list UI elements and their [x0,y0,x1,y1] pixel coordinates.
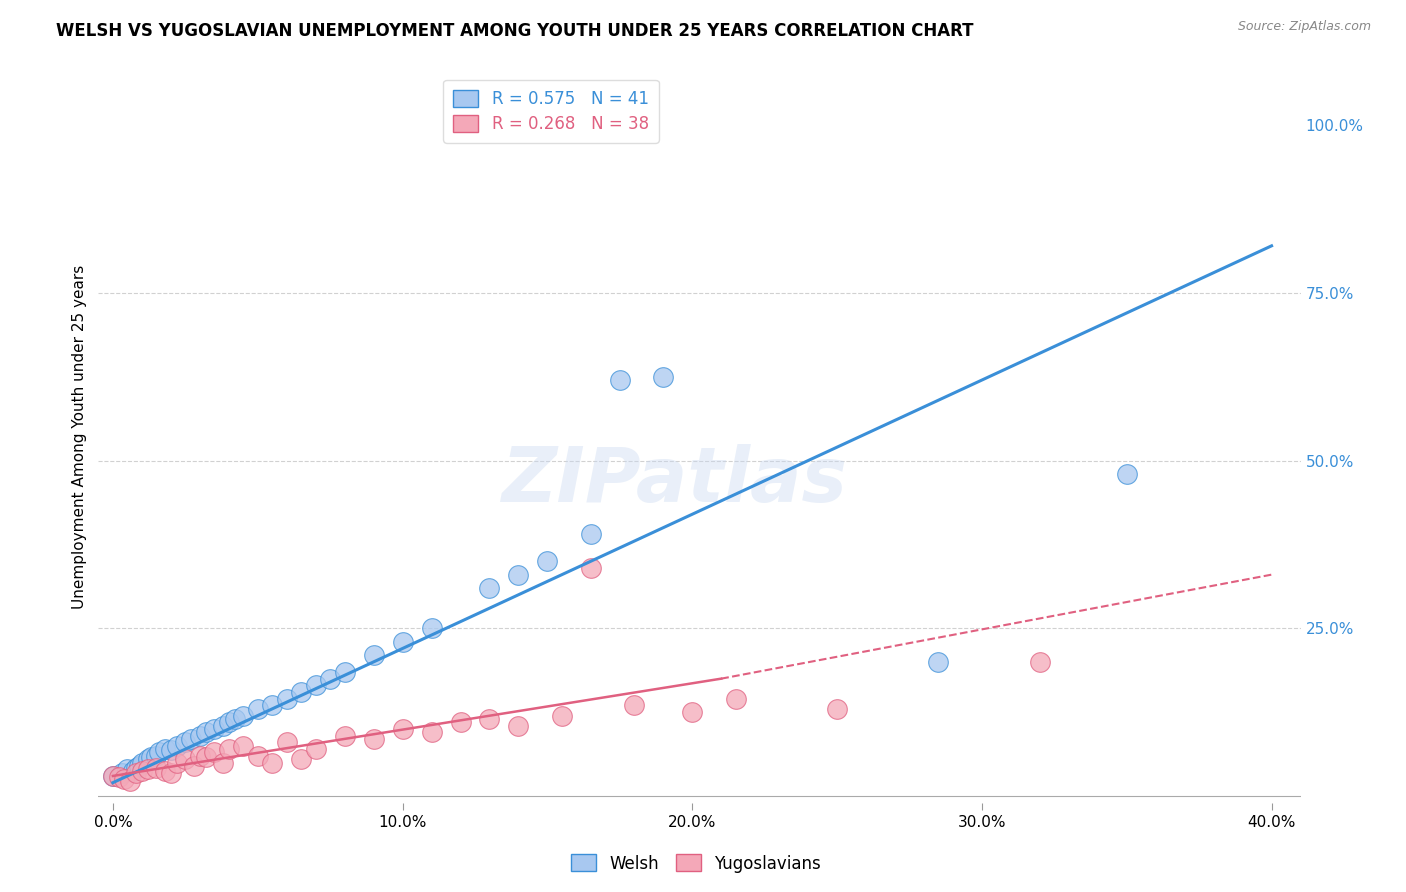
Point [290,752,312,766]
Point [125,765,148,780]
Point [305,742,328,756]
Point [1115,467,1137,481]
Point [420,621,443,635]
Point [166,756,188,770]
Point [333,729,356,743]
Point [139,750,162,764]
Point [120,774,142,789]
Point [136,762,159,776]
Point [246,702,269,716]
Point [579,561,602,575]
Point [652,369,675,384]
Point [166,739,188,753]
Point [101,769,124,783]
Point [363,732,385,747]
Point [202,722,225,736]
Point [148,746,170,760]
Point [212,718,235,732]
Y-axis label: Unemployment Among Youth under 25 years: Unemployment Among Youth under 25 years [72,265,87,609]
Point [276,735,298,749]
Point [224,712,246,726]
Point [117,762,139,776]
Point [194,750,217,764]
Point [125,761,148,775]
Point [160,765,183,780]
Point [174,752,197,766]
Point [363,648,385,662]
Point [319,672,342,686]
Point [107,770,129,784]
Point [183,759,205,773]
Text: ZIPatlas: ZIPatlas [502,444,848,518]
Text: Source: ZipAtlas.com: Source: ZipAtlas.com [1237,20,1371,33]
Point [246,748,269,763]
Point [333,665,356,679]
Point [927,655,949,669]
Point [724,691,747,706]
Point [579,527,602,541]
Point [131,756,153,770]
Point [202,746,225,760]
Legend: Welsh, Yugoslavians: Welsh, Yugoslavians [564,847,828,880]
Point [262,698,284,713]
Point [262,756,284,770]
Point [218,715,240,730]
Point [110,765,132,780]
Point [145,748,167,763]
Point [305,678,328,692]
Point [478,712,501,726]
Point [153,742,176,756]
Point [1029,655,1052,669]
Point [153,764,176,778]
Legend: R = 0.575   N = 41, R = 0.268   N = 38: R = 0.575 N = 41, R = 0.268 N = 38 [443,79,659,143]
Point [122,764,145,778]
Point [420,725,443,739]
Point [276,691,298,706]
Point [450,715,472,730]
Point [290,685,312,699]
Point [101,769,124,783]
Point [536,554,558,568]
Point [180,732,202,747]
Point [478,581,501,595]
Point [212,756,235,770]
Point [623,698,645,713]
Point [232,708,254,723]
Point [551,708,574,723]
Point [145,761,167,775]
Point [160,743,183,757]
Point [188,748,211,763]
Point [114,772,136,787]
Point [194,725,217,739]
Point [609,373,631,387]
Point [391,634,413,648]
Point [136,752,159,766]
Point [128,759,150,773]
Point [508,567,530,582]
Point [508,718,530,732]
Point [681,705,703,719]
Point [232,739,254,753]
Text: WELSH VS YUGOSLAVIAN UNEMPLOYMENT AMONG YOUTH UNDER 25 YEARS CORRELATION CHART: WELSH VS YUGOSLAVIAN UNEMPLOYMENT AMONG … [56,22,974,40]
Point [391,722,413,736]
Point [218,742,240,756]
Point [188,729,211,743]
Point [825,702,848,716]
Point [174,735,197,749]
Point [131,764,153,778]
